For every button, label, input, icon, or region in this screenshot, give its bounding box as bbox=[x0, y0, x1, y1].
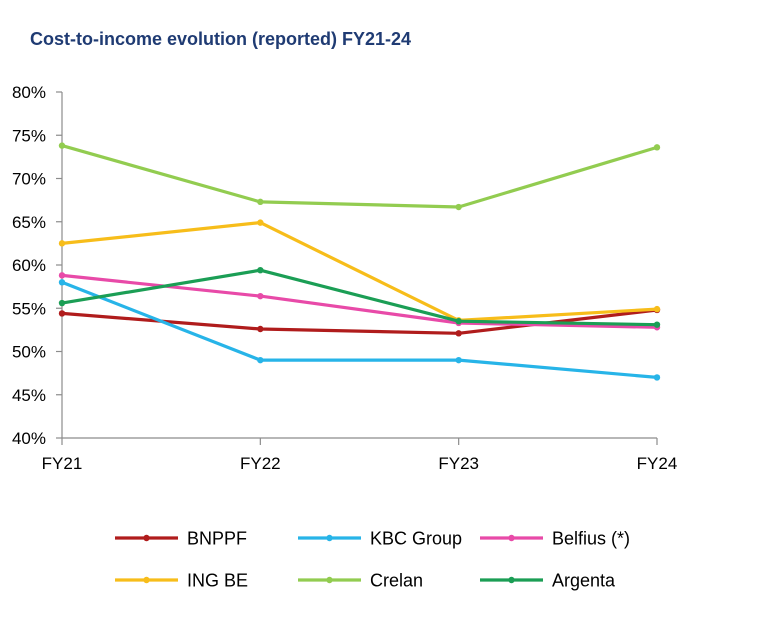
data-point bbox=[653, 374, 661, 381]
series-crelan bbox=[58, 142, 661, 211]
data-point bbox=[653, 305, 661, 313]
data-point bbox=[455, 203, 462, 211]
legend-label: ING BE bbox=[187, 571, 248, 591]
data-point bbox=[58, 299, 66, 307]
data-point bbox=[455, 318, 462, 325]
series-line bbox=[60, 280, 659, 379]
legend-item[interactable]: ING BE bbox=[115, 571, 248, 591]
data-point bbox=[58, 272, 66, 279]
data-point bbox=[257, 292, 264, 300]
legend-marker bbox=[143, 576, 150, 584]
data-point bbox=[257, 219, 264, 226]
y-tick-label: 45% bbox=[12, 386, 46, 405]
data-point bbox=[58, 142, 66, 149]
legend-label: Argenta bbox=[552, 571, 616, 591]
legend-marker bbox=[326, 534, 333, 542]
x-tick-label: FY24 bbox=[637, 454, 678, 473]
legend-marker bbox=[143, 534, 150, 542]
y-tick-label: 60% bbox=[12, 256, 46, 275]
y-tick-label: 55% bbox=[12, 299, 46, 318]
legend-marker bbox=[508, 576, 515, 584]
legend-item[interactable]: Crelan bbox=[298, 571, 423, 591]
y-tick-label: 75% bbox=[12, 126, 46, 145]
chart-title: Cost-to-income evolution (reported) FY21… bbox=[30, 29, 412, 49]
data-point bbox=[455, 356, 462, 364]
legend-marker bbox=[508, 534, 515, 542]
x-tick-label: FY21 bbox=[42, 454, 83, 473]
data-point bbox=[58, 279, 66, 286]
series-line bbox=[60, 221, 659, 322]
legend-item[interactable]: BNPPF bbox=[115, 529, 247, 549]
y-tick-label: 80% bbox=[12, 83, 46, 102]
legend-label: Belfius (*) bbox=[552, 529, 630, 549]
legend-item[interactable]: KBC Group bbox=[298, 529, 462, 549]
legend-label: BNPPF bbox=[187, 529, 247, 549]
chart-axes: 40% 45% 50% 55% 60% 65% 70% 75% 80% FY21 FY22 FY23 F… bbox=[12, 83, 677, 473]
data-point bbox=[58, 310, 66, 317]
legend-item[interactable]: Argenta bbox=[480, 571, 616, 591]
y-tick-label: 70% bbox=[12, 170, 46, 189]
y-tick-label: 65% bbox=[12, 213, 46, 232]
y-tick-label: 50% bbox=[12, 343, 46, 362]
data-point bbox=[653, 144, 661, 151]
data-point bbox=[257, 266, 264, 274]
series-line bbox=[60, 144, 659, 209]
data-point bbox=[455, 330, 462, 337]
x-tick-label: FY22 bbox=[240, 454, 281, 473]
data-point bbox=[257, 325, 264, 333]
series-kbc-group bbox=[58, 279, 661, 381]
data-point bbox=[653, 321, 661, 328]
series-layer bbox=[58, 142, 661, 381]
legend: BNPPF KBC Group Belfius (*) ING BE Crelan Arg… bbox=[115, 529, 630, 591]
legend-item[interactable]: Belfius (*) bbox=[480, 529, 630, 549]
legend-label: Crelan bbox=[370, 571, 423, 591]
legend-label: KBC Group bbox=[370, 529, 462, 549]
legend-marker bbox=[326, 576, 333, 584]
series-argenta bbox=[58, 266, 661, 328]
data-point bbox=[257, 356, 264, 364]
x-tick-label: FY23 bbox=[438, 454, 479, 473]
data-point bbox=[257, 198, 264, 206]
y-tick-label: 40% bbox=[12, 429, 46, 448]
series-line bbox=[60, 268, 659, 327]
data-point bbox=[58, 240, 66, 247]
